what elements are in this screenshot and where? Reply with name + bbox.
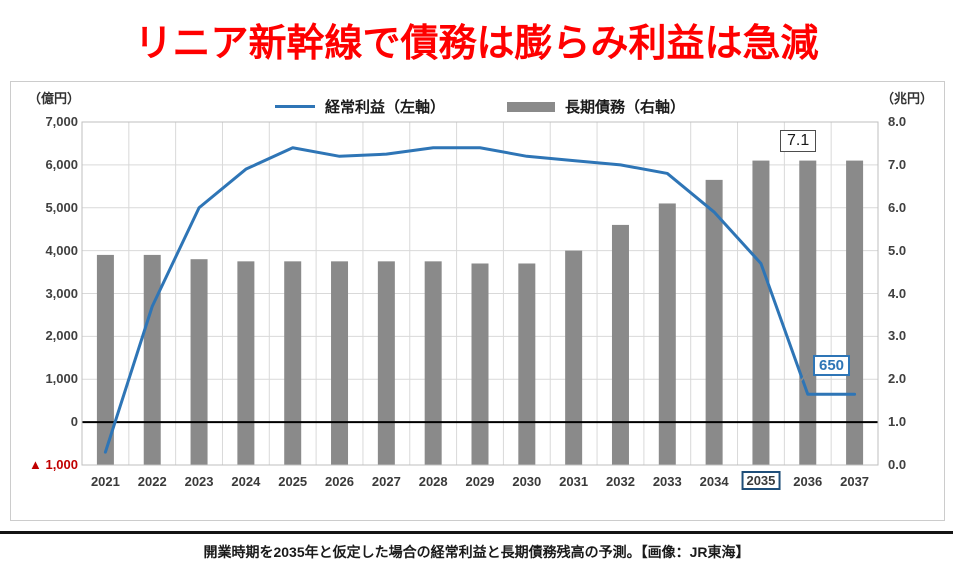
legend: 経常利益（左軸） 長期債務（右軸） bbox=[82, 96, 878, 117]
bar-2022 bbox=[143, 254, 161, 465]
right-axis-tick: 0.0 bbox=[888, 457, 907, 472]
x-tick: 2036 bbox=[793, 474, 823, 489]
x-tick: 2029 bbox=[465, 474, 495, 489]
bar-2026 bbox=[331, 261, 349, 465]
left-axis-unit: （億円） bbox=[28, 91, 81, 106]
bar-2027 bbox=[377, 261, 395, 465]
x-tick-highlighted: 2035 bbox=[741, 471, 781, 490]
x-tick: 2031 bbox=[559, 474, 589, 489]
x-tick: 2024 bbox=[231, 474, 261, 489]
profit-line-series bbox=[103, 146, 857, 454]
chart-title: リニア新幹線で債務は膨らみ利益は急減 bbox=[134, 23, 819, 65]
x-tick: 2025 bbox=[278, 474, 308, 489]
left-axis-tick: 6,000 bbox=[45, 156, 78, 172]
x-tick: 2034 bbox=[699, 474, 729, 489]
right-axis-unit: （兆円） bbox=[880, 91, 933, 106]
x-tick: 2026 bbox=[325, 474, 354, 489]
bar-2023 bbox=[190, 259, 208, 465]
left-axis-tick: ▲ 1,000 bbox=[28, 457, 78, 472]
footer-divider bbox=[0, 531, 953, 534]
legend-item-debt: 長期債務（右軸） bbox=[507, 96, 685, 117]
legend-label-debt: 長期債務（右軸） bbox=[565, 99, 686, 116]
x-tick: 2028 bbox=[418, 474, 448, 489]
left-axis-tick: 3,000 bbox=[45, 285, 78, 301]
debt-peak-annotation: 7.1 bbox=[780, 130, 817, 152]
left-axis-tick: 7,000 bbox=[45, 114, 78, 129]
right-axis-tick: 8.0 bbox=[888, 114, 907, 129]
x-tick: 2023 bbox=[184, 474, 214, 489]
x-tick: 2021 bbox=[90, 474, 120, 489]
left-axis-tick: 0 bbox=[70, 414, 78, 430]
left-axis-tick: 4,000 bbox=[45, 242, 78, 258]
bar-2030 bbox=[518, 263, 536, 465]
profit-low-annotation: 650 bbox=[813, 355, 851, 376]
bar-2029 bbox=[471, 263, 489, 465]
profit-low-callout bbox=[799, 365, 814, 383]
left-axis-tick: 5,000 bbox=[45, 199, 78, 215]
x-tick: 2037 bbox=[840, 474, 870, 489]
left-axis-tick: 1,000 bbox=[45, 371, 78, 387]
plot-border bbox=[81, 121, 879, 466]
bar-2031 bbox=[565, 250, 583, 465]
right-axis-tick: 4.0 bbox=[888, 285, 907, 301]
legend-label-profit: 経常利益（左軸） bbox=[324, 99, 445, 116]
bar-2021 bbox=[96, 254, 114, 465]
right-axis-tick: 7.0 bbox=[888, 156, 907, 172]
bar-2024 bbox=[237, 261, 255, 465]
bar-2036 bbox=[799, 160, 817, 465]
x-tick: 2022 bbox=[137, 474, 167, 489]
bar-2035 bbox=[752, 160, 770, 465]
right-axis-tick: 2.0 bbox=[888, 371, 907, 387]
left-axis-tick: 2,000 bbox=[45, 328, 78, 344]
bar-2025 bbox=[284, 261, 302, 465]
x-tick: 2030 bbox=[512, 474, 542, 489]
legend-item-profit: 経常利益（左軸） bbox=[274, 96, 445, 117]
bar-2032 bbox=[611, 224, 629, 465]
x-tick: 2027 bbox=[371, 474, 401, 489]
bar-series-swatch bbox=[507, 101, 555, 112]
x-tick: 2033 bbox=[652, 474, 682, 489]
bar-2033 bbox=[658, 203, 676, 465]
x-tick: 2032 bbox=[606, 474, 635, 489]
right-axis-tick: 5.0 bbox=[888, 242, 907, 258]
bar-2037 bbox=[846, 160, 864, 465]
bar-2028 bbox=[424, 261, 442, 465]
line-series-swatch bbox=[274, 105, 315, 108]
caption: 開業時期を2035年と仮定した場合の経常利益と長期債務残高の予測。【画像：JR東… bbox=[203, 544, 750, 560]
bar-2034 bbox=[705, 179, 723, 465]
right-axis-tick: 6.0 bbox=[888, 199, 907, 215]
right-axis-tick: 3.0 bbox=[888, 328, 907, 344]
right-axis-tick: 1.0 bbox=[888, 414, 907, 430]
